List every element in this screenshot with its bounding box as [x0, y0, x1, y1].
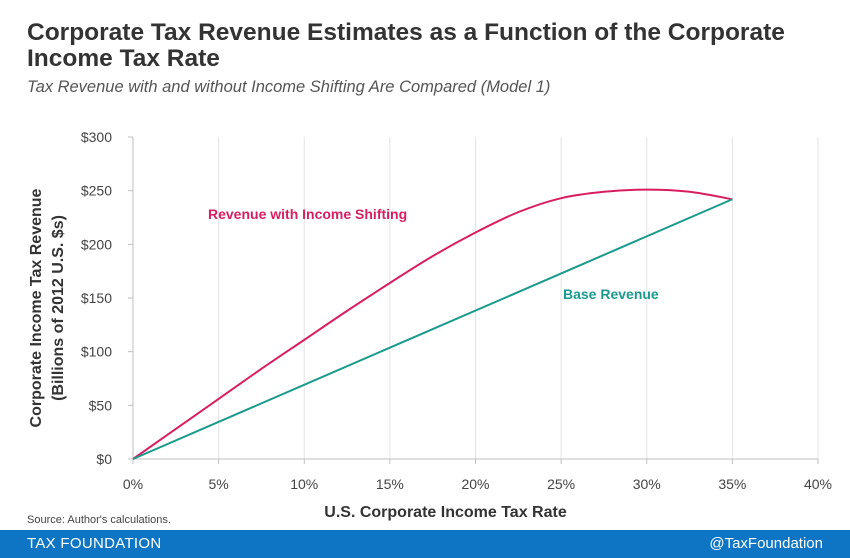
y-axis-title-line1: Corporate Income Tax Revenue — [28, 188, 45, 427]
footer-handle: @TaxFoundation — [709, 535, 823, 552]
footer-bar: TAX FOUNDATION @TaxFoundation — [0, 530, 850, 558]
x-tick-label: 35% — [718, 476, 746, 492]
x-tick-label: 40% — [804, 476, 832, 492]
footer-brand: TAX FOUNDATION — [27, 535, 162, 552]
series-line-base-revenue — [132, 198, 733, 460]
y-tick-label: $50 — [89, 397, 113, 413]
x-tick-label: 30% — [633, 476, 661, 492]
x-axis-title: U.S. Corporate Income Tax Rate — [324, 504, 567, 521]
source-note: Source: Author's calculations. — [27, 514, 171, 526]
x-tick-label: 0% — [123, 476, 143, 492]
y-tick-label: $100 — [81, 344, 112, 360]
y-tick-label: $300 — [81, 129, 112, 145]
x-tick-label: 5% — [209, 476, 229, 492]
y-tick-label: $150 — [81, 290, 112, 306]
series-line-income-shifting — [132, 188, 733, 460]
x-tick-label: 15% — [376, 476, 404, 492]
y-axis-title-line2: (Billions of 2012 U.S. $s) — [50, 215, 67, 401]
label-layer: U.S. Corporate Income Tax Rate Corporate … — [28, 188, 659, 521]
x-tick-label: 25% — [547, 476, 575, 492]
series-label-base-revenue: Base Revenue — [563, 286, 659, 302]
y-tick-label: $250 — [81, 183, 112, 199]
y-tick-label: $0 — [96, 451, 112, 467]
x-tick-label: 10% — [290, 476, 318, 492]
chart-subtitle: Tax Revenue with and without Income Shif… — [27, 78, 551, 96]
series-layer — [132, 188, 733, 460]
series-label-income-shifting: Revenue with Income Shifting — [208, 206, 407, 222]
line-chart: $0 $50 $100 $150 $200 $250 $300 0% 5% 10% 15% 20% 25… — [28, 129, 832, 521]
chart-title: Corporate Tax Revenue Estimates as a Fun… — [27, 19, 785, 72]
y-tick-label: $200 — [81, 236, 112, 252]
grid-layer — [218, 137, 819, 459]
x-tick-label: 20% — [461, 476, 489, 492]
axis-layer: $0 $50 $100 $150 $200 $250 $300 0% 5% 10% 15% 20% 25… — [81, 129, 832, 492]
